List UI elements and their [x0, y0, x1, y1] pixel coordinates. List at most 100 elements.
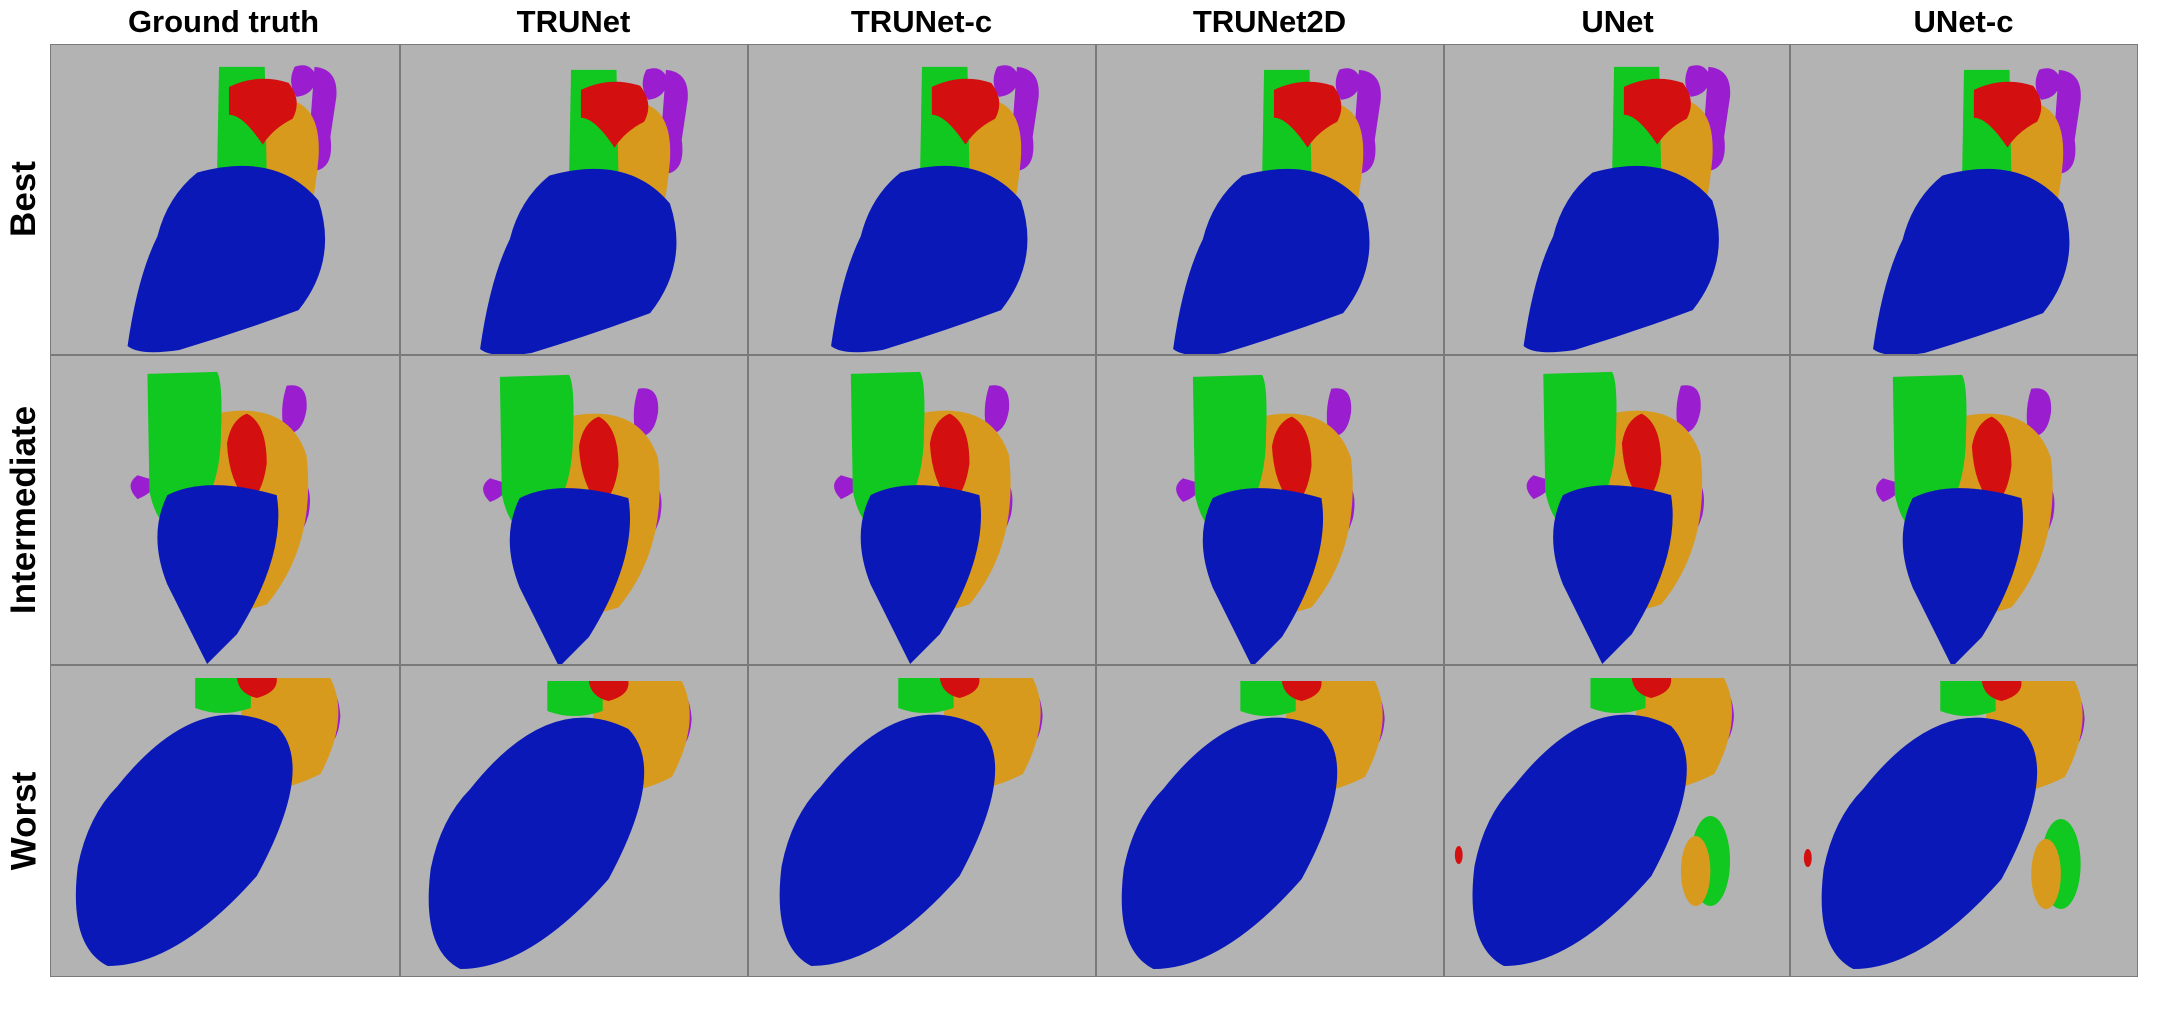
panel-intermediate-ground-truth: [50, 355, 400, 665]
blue-segment: [1873, 168, 2070, 354]
heart-rendering: [1173, 68, 1381, 354]
purple-segment: [1676, 385, 1701, 434]
panel-worst-trunet2d: [1096, 665, 1444, 977]
panel-best-ground-truth: [50, 44, 400, 355]
column-header-ground-truth: Ground truth: [127, 4, 320, 39]
panel-intermediate-trunet2d: [1096, 355, 1444, 665]
heart-rendering: [130, 371, 311, 664]
green-segment: [1590, 678, 1646, 713]
column-header-trunet: TRUNet: [516, 4, 631, 39]
purple-segment: [1685, 65, 1711, 97]
green-segment: [195, 678, 251, 713]
row-label-worst: Worst: [4, 771, 43, 871]
blue-segment: [127, 165, 326, 353]
blue-segment: [1523, 165, 1719, 353]
panel-intermediate-unet: [1444, 355, 1790, 665]
blue-segment: [1821, 717, 2038, 969]
red-segment: [580, 81, 649, 148]
panel-best-trunet2d: [1096, 44, 1444, 355]
blue-segment: [428, 717, 645, 969]
green-segment: [1240, 681, 1296, 716]
heart-rendering: [75, 678, 341, 966]
heart-rendering: [127, 65, 337, 353]
panel-intermediate-unet-c: [1790, 355, 2138, 665]
heart-rendering: [1803, 681, 2085, 969]
red-segment: [1623, 78, 1691, 145]
panel-worst-unet-c: [1790, 665, 2138, 977]
blue-segment: [1173, 168, 1370, 354]
panel-worst-trunet: [400, 665, 748, 977]
column-header-unet-c: UNet-c: [1913, 4, 2014, 39]
blue-segment: [1121, 717, 1338, 969]
blue-segment: [1553, 485, 1673, 664]
purple-segment: [642, 68, 668, 100]
blue-segment: [831, 165, 1028, 353]
red-segment: [578, 416, 619, 507]
blue-segment: [75, 714, 293, 966]
heart-rendering: [831, 65, 1039, 353]
heart-rendering: [1176, 374, 1355, 664]
red-segment: [1971, 416, 2012, 507]
red-segment: [931, 78, 1000, 145]
red-segment: [939, 678, 980, 698]
blue-segment: [1202, 488, 1324, 664]
red-segment: [1973, 81, 2042, 148]
blue-segment: [480, 168, 677, 354]
red-segment: [1981, 681, 2022, 701]
red-segment: [1271, 416, 1312, 507]
red-segment: [1281, 681, 1322, 701]
panel-intermediate-trunet-c: [748, 355, 1096, 665]
red-artifact: [1803, 849, 1812, 867]
blue-segment: [779, 714, 996, 966]
panel-best-unet-c: [1790, 44, 2138, 355]
orange-artifact: [1680, 836, 1711, 906]
panel-intermediate-trunet: [400, 355, 748, 665]
heart-rendering: [1876, 374, 2055, 664]
heart-rendering: [1121, 681, 1385, 969]
purple-segment: [291, 65, 317, 97]
red-segment: [1621, 413, 1662, 504]
blue-segment: [509, 488, 631, 664]
green-segment: [1940, 681, 1996, 716]
red-segment: [228, 78, 297, 145]
heart-rendering: [1526, 371, 1704, 664]
blue-segment: [860, 485, 981, 664]
orange-artifact: [2031, 839, 2061, 909]
red-segment: [1273, 81, 1342, 148]
row-label-intermediate: Intermediate: [4, 405, 43, 615]
heart-rendering: [1454, 678, 1734, 966]
red-segment: [236, 678, 277, 698]
blue-segment: [157, 485, 279, 664]
column-header-unet: UNet: [1581, 4, 1654, 39]
purple-segment: [2026, 388, 2052, 437]
blue-segment: [1472, 714, 1687, 966]
heart-rendering: [480, 68, 688, 354]
panel-best-unet: [1444, 44, 1790, 355]
blue-segment: [1902, 488, 2023, 664]
green-segment: [547, 681, 603, 716]
green-segment: [898, 678, 954, 713]
red-artifact: [1454, 846, 1463, 864]
red-segment: [929, 413, 970, 504]
red-segment: [588, 681, 629, 701]
red-segment: [1631, 678, 1672, 698]
panel-worst-unet: [1444, 665, 1790, 977]
purple-segment: [1335, 68, 1361, 100]
column-header-trunet-c: TRUNet-c: [850, 4, 993, 39]
heart-rendering: [1523, 65, 1731, 353]
heart-rendering: [483, 374, 662, 664]
panel-worst-trunet-c: [748, 665, 1096, 977]
heart-rendering: [834, 371, 1013, 664]
panel-best-trunet-c: [748, 44, 1096, 355]
panel-best-trunet: [400, 44, 748, 355]
purple-segment: [282, 385, 307, 434]
heart-rendering: [1873, 68, 2081, 354]
purple-segment: [993, 65, 1019, 97]
heart-rendering: [428, 681, 692, 969]
purple-segment: [2035, 68, 2061, 100]
column-header-trunet2d: TRUNet2D: [1192, 4, 1347, 39]
purple-segment: [984, 385, 1010, 434]
heart-rendering: [779, 678, 1043, 966]
red-segment: [226, 413, 267, 504]
